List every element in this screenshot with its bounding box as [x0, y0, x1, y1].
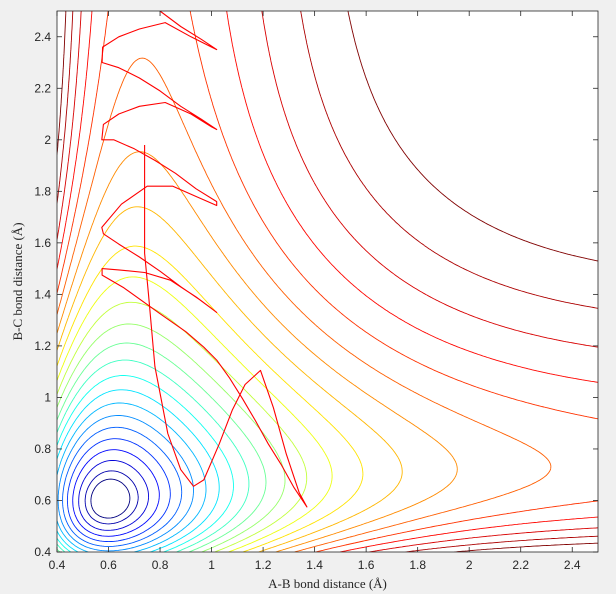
x-axis-ticks: 0.4 0.6 0.8 1 1.2 1.4 1.6 1.8 2 2.2 2.4 [49, 11, 581, 572]
contour-level-2 [84, 470, 139, 525]
contour-level-3 [78, 460, 149, 531]
contour-level-18 [57, 151, 458, 552]
x-tick-label: 0.8 [152, 558, 169, 572]
y-axis-label: B-C bond distance (Å) [10, 222, 25, 340]
y-tick-label: 1.8 [34, 184, 51, 198]
contour-level-10 [57, 375, 234, 552]
y-tick-label: 0.4 [34, 545, 51, 559]
contour-level-11 [57, 359, 250, 552]
axes-box [56, 10, 599, 553]
contour-level-15 [57, 276, 333, 552]
y-tick-label: 1.6 [34, 236, 51, 250]
x-axis-label: A-B bond distance (Å) [268, 576, 387, 591]
contour-level-6 [62, 426, 183, 547]
x-tick-label: 1.8 [409, 558, 426, 572]
y-axis-ticks: 0.4 0.6 0.8 1 1.2 1.4 1.6 1.8 2 2.2 2.4 [34, 30, 598, 559]
y-tick-label: 2.4 [34, 30, 51, 44]
x-tick-label: 2.2 [512, 558, 529, 572]
contour-level-9 [57, 389, 220, 552]
contour-level-5 [66, 438, 171, 543]
contour-level-7 [57, 415, 194, 552]
y-tick-label: 1 [44, 390, 51, 404]
x-tick-label: 1.2 [255, 558, 272, 572]
x-tick-label: 0.4 [49, 558, 66, 572]
y-tick-label: 2.2 [34, 81, 51, 95]
contour-level-12 [57, 342, 267, 552]
contour-level-14 [57, 301, 308, 552]
plot-area [57, 11, 598, 552]
x-tick-label: 0.6 [100, 558, 117, 572]
x-tick-label: 1 [208, 558, 215, 572]
contour-level-4 [72, 449, 160, 537]
x-tick-label: 1.6 [358, 558, 375, 572]
y-tick-label: 0.8 [34, 442, 51, 456]
y-tick-label: 1.4 [34, 287, 51, 301]
contour-level-8 [57, 402, 207, 552]
x-tick-label: 1.4 [306, 558, 323, 572]
y-tick-label: 1.2 [34, 339, 51, 353]
trajectory-layer [101, 11, 308, 508]
contour-level-1 [90, 478, 131, 519]
y-tick-label: 2 [44, 133, 51, 147]
x-tick-label: 2.4 [564, 558, 581, 572]
trajectory-line [101, 11, 308, 508]
x-tick-label: 2 [466, 558, 473, 572]
y-tick-label: 0.6 [34, 493, 51, 507]
contour-lines [57, 11, 598, 552]
